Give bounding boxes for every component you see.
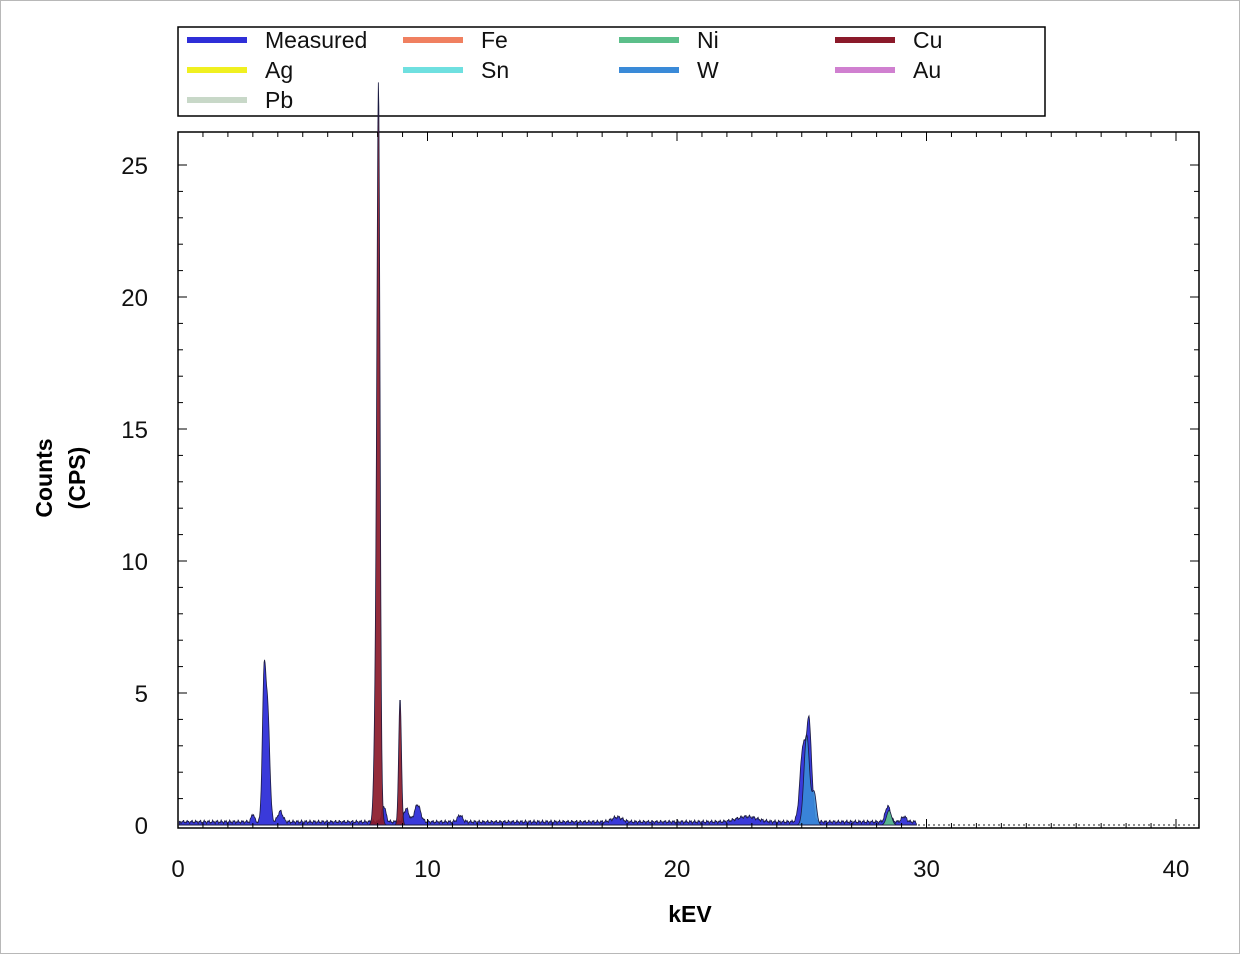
y-tick-label: 0 [135,813,148,840]
y-tick-label: 25 [121,153,148,180]
legend-label-au: Au [913,57,941,83]
legend-label-ag: Ag [265,57,293,83]
x-axis-title: kEV [668,901,712,927]
y-tick-label: 15 [121,417,148,444]
x-tick-label: 20 [664,856,691,883]
y-axis-title: Counts (CPS) [31,438,90,517]
plot-area [177,131,1200,829]
x-tick-label: 30 [913,856,940,883]
x-tick-label: 40 [1163,856,1190,883]
tick-labels: 0 10 20 30 40 0 5 10 15 20 25 [121,153,1189,883]
y-tick-label: 5 [135,681,148,708]
y-tick-label: 10 [121,549,148,576]
legend-label-ni: Ni [697,27,719,53]
legend-label-pb: Pb [265,87,293,113]
series-layer [178,82,917,826]
series-ni-area [179,810,917,826]
legend: Measured Fe Ni Cu Ag Sn W Au Pb [187,27,942,113]
y-tick-label: 20 [121,285,148,312]
axis-ticks [178,132,1199,828]
legend-label-sn: Sn [481,57,509,83]
y-axis-title-line-2: (CPS) [64,447,90,510]
legend-label-cu: Cu [913,27,942,53]
x-tick-label: 10 [414,856,441,883]
legend-label-measured: Measured [265,27,367,53]
y-axis-title-line-1: Counts [31,438,57,517]
x-tick-label: 0 [171,856,184,883]
series-measured-area [178,659,917,826]
legend-box [177,26,1046,117]
legend-label-w: W [697,57,719,83]
legend-label-fe: Fe [481,27,508,53]
